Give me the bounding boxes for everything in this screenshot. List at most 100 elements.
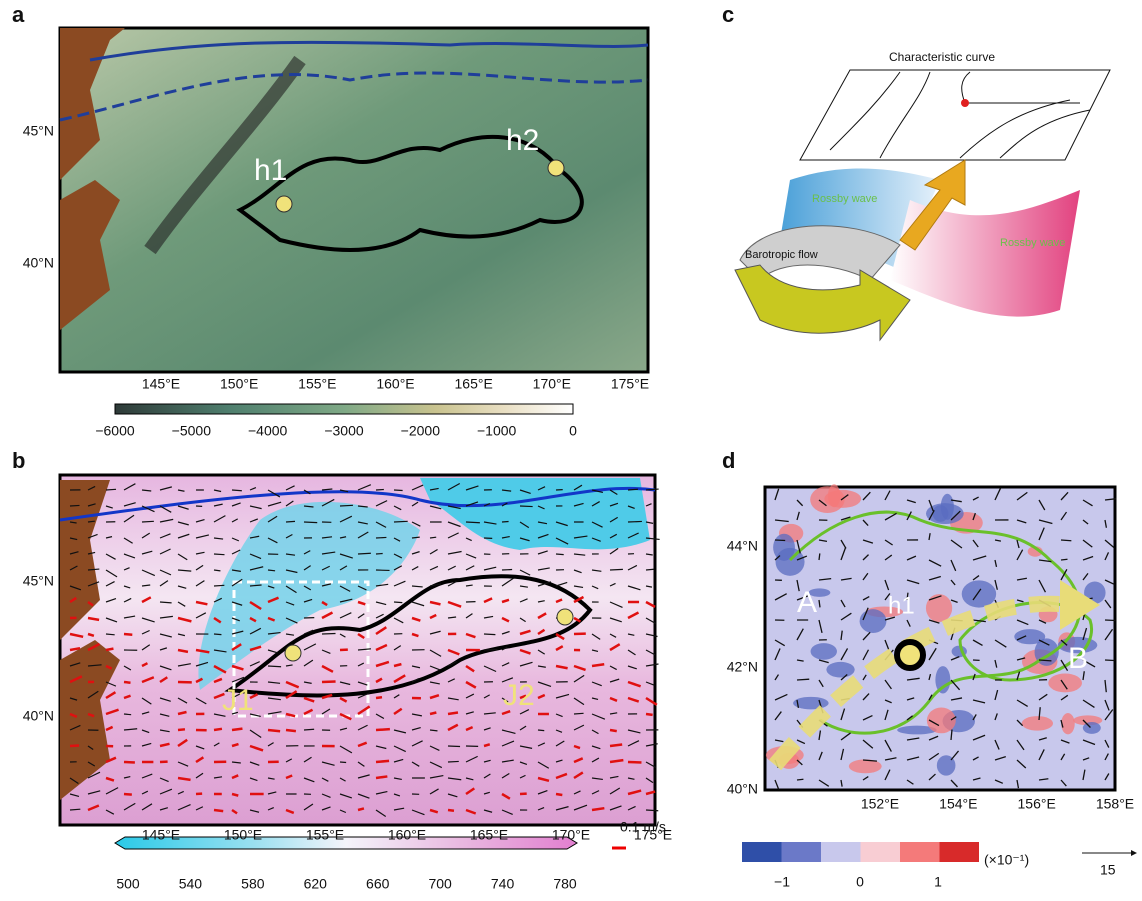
x-tick-label: 165°E [470, 827, 508, 843]
vector [340, 505, 353, 506]
diagram-text: Characteristic curve [889, 50, 995, 64]
vector [628, 762, 641, 763]
vector [1061, 540, 1071, 541]
colorbar-label: −6000 [95, 423, 135, 439]
anomaly [1083, 722, 1101, 734]
colorbar-label: 540 [179, 876, 203, 892]
panel-label: d [722, 448, 735, 473]
vector [592, 664, 604, 666]
x-tick-label: 156°E [1018, 796, 1056, 812]
vector [556, 554, 564, 555]
annotation: B [1068, 642, 1088, 675]
y-tick-label: 40°N [23, 255, 54, 271]
x-tick-label: 170°E [552, 827, 590, 843]
vector [394, 521, 408, 522]
anomaly [926, 594, 952, 622]
x-tick-label: 158°E [1096, 796, 1134, 812]
site [285, 645, 301, 661]
annotation: J2 [503, 679, 535, 712]
vector [628, 521, 642, 522]
vector [376, 776, 387, 778]
vector [214, 729, 222, 730]
colorbar-label: −4000 [248, 423, 288, 439]
colorbar-label: 700 [428, 876, 452, 892]
colorbar-swatch [821, 842, 861, 862]
colorbar-swatch [900, 842, 940, 862]
panel-label: c [722, 2, 734, 27]
x-tick-label: 160°E [388, 827, 426, 843]
vector [106, 649, 113, 650]
colorbar-label: −3000 [324, 423, 364, 439]
anomaly [1048, 674, 1082, 693]
x-tick-label: 175°E [634, 827, 672, 843]
vector [214, 585, 224, 586]
figure: a h1 h2 b J1 J2 0.1 m/s c Characteristic… [0, 0, 1142, 896]
vector [1061, 559, 1068, 560]
y-tick-label: 44°N [727, 538, 758, 554]
y-tick-label: 40°N [727, 781, 758, 797]
vector [214, 810, 223, 811]
critical-point [961, 99, 969, 107]
panel-label: b [12, 448, 25, 473]
vector [232, 729, 242, 730]
vector [232, 794, 238, 796]
site [897, 642, 923, 668]
vector [214, 554, 225, 555]
annotation: h2 [506, 124, 539, 157]
vector [797, 779, 803, 780]
vector [484, 744, 490, 746]
vector [70, 745, 79, 746]
vector [484, 649, 497, 650]
annotation: J1 [222, 684, 254, 717]
vector [304, 522, 317, 523]
vector [466, 522, 480, 523]
colorbar-unit: (×10⁻¹) [984, 852, 1029, 868]
x-tick-label: 145°E [142, 827, 180, 843]
vector [394, 602, 402, 603]
x-tick-label: 155°E [298, 376, 336, 392]
colorbar-label: −2000 [401, 423, 441, 439]
anomaly [826, 662, 854, 678]
vector [376, 761, 389, 762]
vector [124, 714, 131, 715]
vector [268, 730, 280, 731]
vector [124, 682, 131, 683]
vector [484, 634, 495, 635]
colorbar-label: 0 [569, 423, 577, 439]
vector [106, 489, 116, 490]
x-tick-label: 160°E [376, 376, 414, 392]
vector [88, 634, 94, 636]
colorbar-label: 1 [934, 874, 942, 890]
x-tick-label: 152°E [861, 796, 899, 812]
site [557, 609, 573, 625]
vector [610, 569, 623, 570]
colorbar-label: 780 [553, 876, 577, 892]
vector [376, 489, 384, 490]
anomaly [935, 666, 950, 693]
diagram-text: Rossby wave [812, 193, 877, 205]
vector [88, 521, 95, 522]
colorbar-label: 580 [241, 876, 265, 892]
page: a h1 h2 b J1 J2 0.1 m/s c Characteristic… [0, 0, 1142, 901]
x-tick-label: 150°E [224, 827, 262, 843]
vector [556, 794, 562, 795]
vector [286, 730, 296, 731]
panel-label: a [12, 2, 25, 27]
colorbar-label: −5000 [172, 423, 212, 439]
vector [448, 761, 459, 762]
vector [286, 521, 295, 522]
vector [538, 730, 544, 731]
vector [430, 537, 436, 538]
site [548, 160, 564, 176]
vector [1105, 660, 1114, 661]
annotation: h1 [888, 592, 915, 619]
diagram-text: Barotropic flow [745, 249, 818, 261]
anomaly [1022, 716, 1053, 731]
anomaly [962, 580, 996, 607]
x-tick-label: 145°E [142, 376, 180, 392]
colorbar [115, 404, 573, 414]
vector [232, 490, 242, 491]
vector [142, 521, 154, 522]
vector [322, 681, 336, 682]
colorbar-swatch [940, 842, 980, 862]
